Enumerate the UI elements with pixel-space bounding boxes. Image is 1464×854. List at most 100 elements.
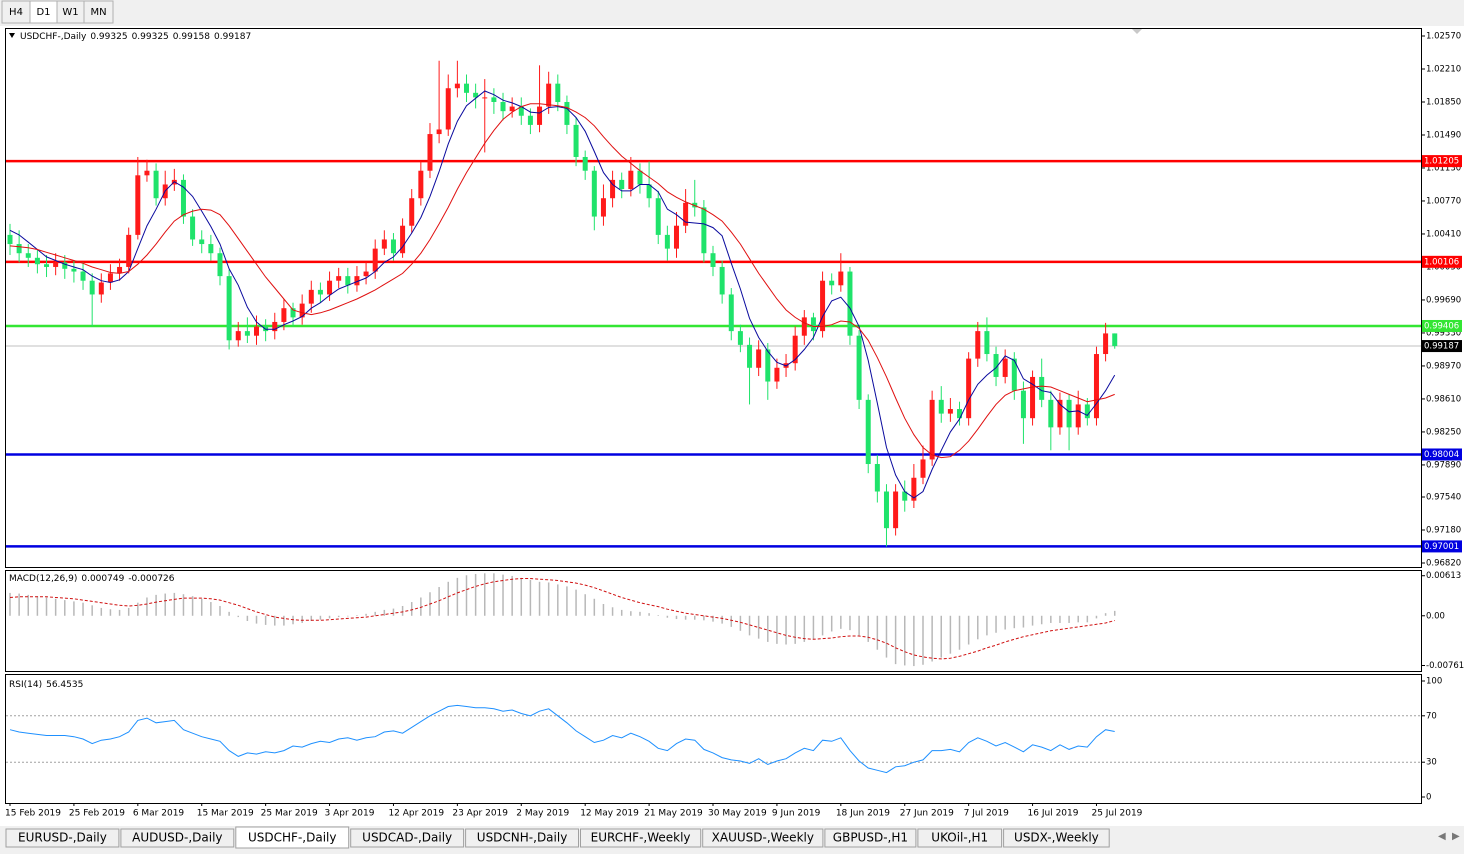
x-tick-label: 3 Apr 2019	[325, 809, 375, 819]
symbol-tab-bg[interactable]	[917, 828, 1003, 848]
symbol-tab[interactable]: EURCHF-,Weekly	[580, 828, 702, 848]
level-label-box	[1422, 448, 1462, 461]
symbol-tab-label[interactable]: USDCHF-,Daily	[248, 831, 336, 845]
chart-title: USDCHF-,Daily	[20, 32, 87, 42]
x-tick-label: 30 May 2019	[708, 809, 767, 819]
candle-body	[1002, 358, 1008, 377]
symbol-tab[interactable]: EURUSD-,Daily	[5, 828, 120, 848]
x-tick-label: 12 Apr 2019	[388, 809, 444, 819]
symbol-tab[interactable]: USDCAD-,Daily	[350, 828, 465, 848]
symbol-tab-label[interactable]: AUDUSD-,Daily	[132, 831, 222, 845]
x-tick-label: 7 Jul 2019	[964, 809, 1009, 819]
candle-body	[445, 88, 451, 130]
candle-body	[1066, 399, 1072, 428]
candle-body	[1112, 333, 1118, 347]
timeframe-label[interactable]: D1	[36, 7, 50, 18]
candle-body	[765, 349, 771, 382]
candle-body	[117, 266, 123, 274]
symbol-tab-label[interactable]: USDX-,Weekly	[1014, 831, 1099, 845]
panel-title: RSI(14)	[9, 680, 42, 690]
symbol-tab-bg[interactable]	[824, 828, 917, 848]
y-tick-label: 1.01490	[1426, 130, 1461, 140]
x-tick-label: 6 Mar 2019	[133, 809, 185, 819]
symbol-tab-bg[interactable]	[1003, 828, 1110, 848]
candle-body	[1020, 390, 1026, 419]
symbol-tab[interactable]: AUDUSD-,Daily	[120, 828, 235, 848]
symbol-tab-label[interactable]: XAUUSD-,Weekly	[712, 831, 814, 845]
symbol-tab[interactable]: USDCHF-,Daily	[235, 826, 350, 849]
candle-body	[272, 321, 278, 332]
panel-layer	[6, 60, 1421, 548]
symbol-tab[interactable]: USDX-,Weekly	[1003, 828, 1110, 848]
symbol-tab-label[interactable]: USDCNH-,Daily	[477, 831, 568, 845]
candle-body	[345, 276, 351, 286]
tab-scroll-right[interactable]: ▶	[1452, 831, 1460, 842]
candle-body	[1030, 376, 1036, 419]
symbol-tab-bg[interactable]	[465, 828, 580, 848]
candle-body	[893, 491, 899, 529]
x-tick-label: 15 Feb 2019	[5, 809, 61, 819]
candle-body	[619, 179, 625, 190]
candle-body	[34, 257, 40, 265]
symbol-tab-label[interactable]: UKOil-,H1	[931, 831, 988, 845]
symbol-tab-bg[interactable]	[120, 828, 235, 848]
candle-body	[390, 239, 396, 254]
level-label: 0.98004	[1424, 450, 1459, 460]
x-tick-label: 21 May 2019	[644, 809, 703, 819]
candle-body	[993, 354, 999, 377]
symbol-tab-label[interactable]: USDCAD-,Daily	[362, 831, 452, 845]
candle-body	[208, 244, 214, 254]
level-label: 0.99406	[1424, 321, 1459, 331]
x-tick-label: 25 Jul 2019	[1091, 809, 1142, 819]
candle-body	[418, 170, 424, 199]
symbol-tab[interactable]: GBPUSD-,H1	[824, 828, 917, 848]
symbol-tab[interactable]: UKOil-,H1	[917, 828, 1003, 848]
candle-body	[856, 335, 862, 400]
macd-panel-frame	[5, 570, 1422, 672]
candle-body	[719, 266, 725, 295]
timeframe-button[interactable]: MN	[83, 0, 114, 24]
candle-body	[400, 225, 406, 254]
candle-body	[126, 234, 132, 267]
price-label: 0.99187	[1424, 342, 1459, 352]
candle-body	[701, 207, 707, 254]
symbol-tab-label[interactable]: EURCHF-,Weekly	[591, 831, 691, 845]
timeframe-button-bg	[83, 0, 114, 24]
timeframe-label[interactable]: W1	[62, 7, 78, 18]
candle-body	[317, 289, 323, 295]
candle-body	[235, 331, 241, 341]
symbol-tab[interactable]: USDCNH-,Daily	[465, 828, 580, 848]
candle-body	[409, 198, 415, 226]
symbol-tab-label[interactable]: GBPUSD-,H1	[833, 831, 908, 845]
candle-body	[153, 170, 159, 199]
x-tick-label: 18 Jun 2019	[836, 809, 890, 819]
y-tick-label: 0	[1426, 793, 1431, 803]
timeframe-label[interactable]: H4	[9, 7, 23, 18]
level-label-box	[1422, 155, 1462, 168]
candle-body	[1103, 333, 1109, 355]
timeframe-button[interactable]: H4	[1, 0, 31, 24]
symbol-tab-bg[interactable]	[702, 828, 824, 848]
symbol-tab-bg[interactable]	[580, 828, 702, 848]
timeframe-button[interactable]: W1	[56, 0, 85, 24]
symbol-tab-bg[interactable]	[350, 828, 465, 848]
candle-body	[199, 239, 205, 245]
macd-signal	[9, 578, 1115, 660]
candle-body	[865, 399, 871, 465]
candle-body	[600, 198, 606, 217]
candle-body	[874, 464, 880, 492]
timeframe-label[interactable]: MN	[90, 7, 106, 18]
symbol-tab[interactable]: XAUUSD-,Weekly	[702, 828, 824, 848]
candle-body	[728, 294, 734, 332]
ohlc-value: 0.99325	[90, 32, 127, 42]
symbol-tab-bg[interactable]	[5, 828, 120, 848]
candle-body	[655, 198, 661, 235]
symbol-tab-label[interactable]: EURUSD-,Daily	[18, 831, 107, 845]
timeframe-button[interactable]: D1	[29, 0, 58, 24]
candle-body	[53, 262, 59, 267]
panel-layer	[6, 704, 1421, 774]
symbol-tab-bg[interactable]	[235, 826, 350, 849]
tab-scroll-left[interactable]: ◀	[1438, 831, 1446, 842]
candle-body	[810, 317, 816, 332]
level-label-box	[1422, 540, 1462, 553]
